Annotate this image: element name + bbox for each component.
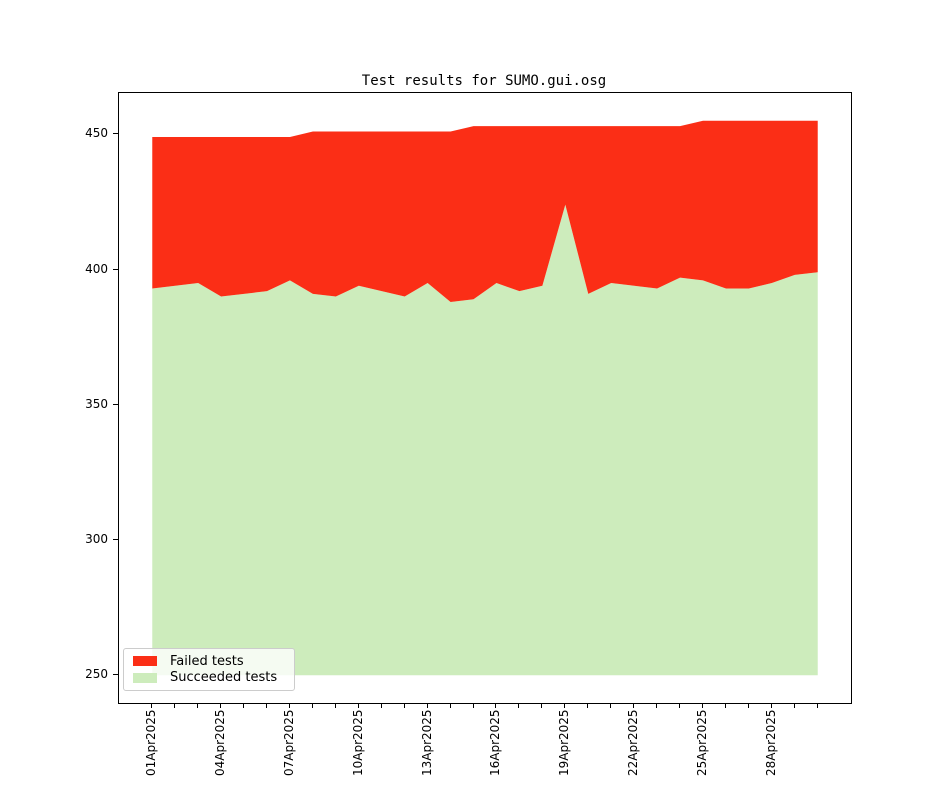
x-tick-mark: [426, 703, 428, 708]
x-tick-label: 10Apr2025: [350, 709, 365, 776]
x-tick-mark: [472, 703, 474, 708]
failed-tests-swatch: [133, 656, 157, 667]
x-tick-mark: [816, 703, 818, 708]
x-tick-mark: [656, 703, 658, 708]
y-tick-mark: [113, 268, 118, 270]
x-tick-mark: [380, 703, 382, 708]
x-tick-mark: [334, 703, 336, 708]
x-tick-mark: [518, 703, 520, 708]
legend-label-succeeded-tests: Succeeded tests: [170, 670, 278, 686]
x-tick-mark: [220, 703, 222, 708]
y-tick-label: 300: [85, 532, 108, 547]
legend-entry-failed-tests: Failed tests: [133, 653, 286, 670]
x-tick-label: 25Apr2025: [694, 709, 709, 776]
succeeded-tests-area: [152, 204, 818, 676]
y-tick-label: 400: [85, 261, 108, 276]
legend-entry-succeeded-tests: Succeeded tests: [133, 670, 286, 687]
x-tick-mark: [495, 703, 497, 708]
x-tick-mark: [151, 703, 153, 708]
x-tick-mark: [357, 703, 359, 708]
x-tick-mark: [747, 703, 749, 708]
failed-tests-area: [152, 120, 818, 302]
x-tick-mark: [266, 703, 267, 708]
y-tick-label: 350: [85, 396, 108, 411]
x-tick-mark: [288, 703, 290, 708]
x-tick-mark: [403, 703, 405, 708]
x-tick-mark: [610, 703, 612, 708]
y-tick-label: 250: [85, 667, 108, 682]
x-tick-label: 07Apr2025: [281, 709, 296, 776]
y-tick-label: 450: [85, 126, 108, 141]
x-tick-mark: [197, 703, 199, 708]
y-tick-mark: [113, 674, 118, 676]
y-tick-mark: [113, 133, 118, 135]
x-tick-mark: [311, 703, 313, 708]
x-tick-mark: [770, 703, 772, 708]
x-tick-label: 22Apr2025: [626, 709, 641, 776]
x-tick-mark: [793, 703, 795, 708]
y-tick-mark: [113, 403, 118, 405]
x-tick-mark: [564, 703, 566, 708]
x-tick-mark: [587, 703, 589, 708]
x-tick-mark: [701, 703, 703, 708]
x-tick-label: 16Apr2025: [488, 709, 503, 776]
y-tick-mark: [113, 539, 118, 541]
chart-title: Test results for SUMO.gui.osg: [361, 73, 607, 89]
plot-area: [118, 92, 852, 704]
x-tick-mark: [633, 703, 635, 708]
x-tick-mark: [541, 703, 543, 708]
x-tick-mark: [243, 703, 245, 708]
x-tick-mark: [679, 703, 681, 708]
x-tick-label: 19Apr2025: [557, 709, 572, 776]
x-tick-mark: [449, 703, 451, 708]
x-tick-label: 01Apr2025: [144, 709, 159, 776]
x-tick-mark: [724, 703, 726, 708]
stacked-area-plot: [152, 120, 818, 676]
succeeded-tests-swatch: [133, 672, 157, 683]
legend: Failed tests Succeeded tests: [123, 648, 295, 691]
x-tick-label: 04Apr2025: [213, 709, 228, 776]
x-tick-label: 13Apr2025: [419, 709, 434, 776]
legend-label-failed-tests: Failed tests: [170, 653, 244, 669]
x-tick-mark: [174, 703, 176, 708]
x-tick-label: 28Apr2025: [763, 709, 778, 776]
